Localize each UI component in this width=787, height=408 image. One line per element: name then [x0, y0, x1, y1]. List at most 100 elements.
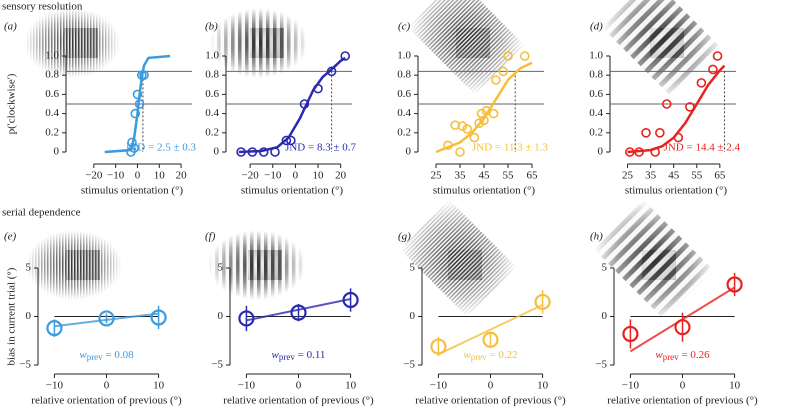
icon-stripe-dark [27, 8, 29, 78]
icon-stripe-dark [657, 263, 711, 317]
icon-stripe-light [438, 8, 490, 60]
icon-stripe-dark [111, 8, 113, 78]
slope-annotation: wprev = 0.11 [272, 349, 326, 363]
icon-stripe-dark [429, 229, 481, 281]
icon-stripe-dark [446, 246, 498, 298]
icon-stripe-dark [93, 8, 95, 78]
icon-stripe-dark [622, 228, 676, 282]
jnd-annotation: JND = 14.4 ± 2.4 [664, 142, 741, 154]
icon-stripe-dark [420, 0, 472, 42]
icon-stripe-dark [95, 230, 97, 300]
icon-stripe-light [54, 230, 56, 300]
icon-stripe-dark [42, 8, 44, 78]
icon-stripe-light [403, 203, 454, 254]
x-tick-label: 10 [154, 170, 166, 182]
data-point [247, 147, 258, 157]
icon-stripe-dark [119, 230, 121, 300]
icon-stripe-dark [465, 265, 517, 317]
y-tick-label: −5 [595, 359, 607, 371]
icon-stripe-light [449, 249, 501, 301]
icon-stripe-light [99, 230, 101, 300]
data-point [290, 304, 307, 321]
x-tick-label: 10 [313, 170, 325, 182]
icon-stripe-dark [414, 214, 466, 266]
icon-stripe-light [447, 247, 499, 299]
y-tick-label: −5 [211, 359, 223, 371]
icon-stripe-light [88, 8, 90, 78]
y-axis-label: bias in current trial (°) [6, 267, 18, 365]
slope-symbol: w [272, 349, 280, 361]
x-tick-label: 45 [668, 170, 680, 182]
icon-stripe-light [432, 232, 484, 284]
icon-stripe-dark [35, 230, 37, 300]
stimulus-icon [26, 230, 122, 300]
icon-stripe-dark [406, 206, 457, 257]
jnd-annotation: JND = 11.3 ± 1.3 [472, 142, 549, 154]
icon-stripe-dark [29, 230, 31, 300]
slope-value: = 0.26 [679, 349, 710, 361]
data-point [673, 132, 684, 143]
icon-stripe-light [456, 256, 507, 307]
icon-stripe-dark [250, 230, 254, 300]
x-tick-label: 65 [714, 170, 726, 182]
icon-stripe-dark [629, 235, 683, 289]
icon-stripe-dark [410, 0, 461, 31]
slope-annotation: wprev = 0.26 [655, 349, 710, 363]
icon-stripe-dark [60, 8, 62, 78]
icon-stripe-dark [437, 7, 489, 59]
icon-stripe-light [457, 27, 509, 79]
y-tick-label: 0.8 [589, 69, 603, 81]
slope-symbol: w [463, 349, 471, 361]
data-point [661, 99, 672, 109]
icon-stripe-dark [608, 214, 662, 268]
x-axis-label: relative orientation of previous (°) [31, 395, 182, 407]
icon-stripe-light [413, 213, 465, 265]
icon-stripe-light [118, 8, 120, 78]
x-tick-label: 0 [488, 380, 494, 392]
icon-stripe-dark [427, 227, 479, 279]
icon-stripe-light [426, 226, 478, 278]
icon-stripe-dark [623, 0, 677, 53]
icon-stripe-light [39, 230, 41, 300]
icon-grating [407, 0, 526, 96]
icon-stripe-dark [463, 263, 515, 315]
icon-stripe-dark [41, 230, 43, 300]
icon-stripe-dark [74, 230, 76, 300]
panel-label: (e) [4, 231, 17, 243]
data-point [479, 115, 489, 126]
icon-stripe-light [262, 8, 266, 78]
icon-stripe-dark [32, 230, 34, 300]
icon-stripe-dark [63, 8, 65, 78]
icon-stripe-light [423, 0, 475, 45]
y-tick-label: 5 [410, 262, 416, 274]
icon-stripe-dark [72, 8, 74, 78]
data-point [270, 147, 280, 157]
icon-stripe-light [604, 210, 658, 264]
y-tick-label: 0.2 [589, 126, 603, 138]
icon-stripe-light [82, 8, 84, 78]
icon-stripe-dark [425, 225, 476, 276]
icon-stripe-dark [436, 236, 487, 287]
x-tick-label: −10 [107, 170, 125, 182]
icon-stripe-light [241, 8, 245, 78]
y-tick-label: −5 [403, 359, 415, 371]
icon-stripe-light [597, 203, 651, 257]
icon-stripe-dark [416, 0, 467, 37]
icon-stripe-dark [616, 0, 670, 46]
icon-stripe-light [464, 264, 516, 316]
icon-stripe-light [281, 230, 285, 300]
icon-stripe-dark [39, 8, 41, 78]
icon-stripe-light [436, 6, 488, 58]
x-tick-label: 10 [345, 380, 357, 392]
icon-stripe-light [91, 8, 93, 78]
icon-stripe-light [442, 12, 494, 64]
icon-stripe-dark [108, 8, 110, 78]
x-axis-label: relative orientation of previous (°) [223, 395, 374, 407]
icon-stripe-dark [71, 230, 73, 300]
icon-stripe-light [109, 8, 111, 78]
icon-stripe-dark [609, 0, 663, 39]
data-point [132, 89, 143, 100]
data-point [712, 51, 723, 61]
icon-stripe-dark [637, 13, 691, 67]
x-tick-label: 10 [153, 380, 165, 392]
